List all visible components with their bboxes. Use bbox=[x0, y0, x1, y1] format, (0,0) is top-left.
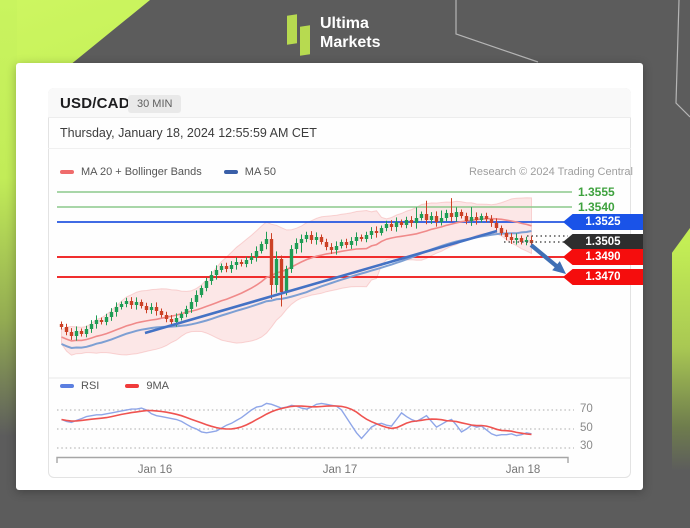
forecast-arrow-head-icon bbox=[552, 261, 566, 274]
price-badge-1-3505: 1.3505 bbox=[563, 234, 643, 250]
price-level-label-1-3540: 1.3540 bbox=[578, 200, 615, 214]
price-chart-canvas bbox=[49, 191, 630, 463]
forecast-arrow bbox=[529, 243, 561, 270]
x-axis-label-jan16: Jan 16 bbox=[137, 464, 173, 476]
rsi-legend-label: RSI bbox=[81, 380, 100, 392]
price-badge-1-3490: 1.3490 bbox=[563, 249, 643, 265]
divider bbox=[48, 148, 631, 149]
logo-bar-icon bbox=[300, 25, 310, 56]
trendline bbox=[144, 229, 498, 335]
rsi-ma9-legend-label: 9MA bbox=[146, 380, 169, 392]
logo-text-line2: Markets bbox=[320, 34, 381, 51]
rsi-ma9-swatch-icon bbox=[125, 384, 140, 388]
logo-text-line1: Ultima bbox=[320, 15, 369, 32]
symbol-title: USD/CAD bbox=[60, 95, 130, 112]
rsi-line bbox=[61, 402, 532, 440]
research-attribution: Research © 2024 Trading Central bbox=[468, 166, 633, 178]
rsi-level-30: 30 bbox=[580, 440, 593, 452]
x-axis-label-jan17: Jan 17 bbox=[322, 464, 358, 476]
chart-timestamp: Thursday, January 18, 2024 12:55:59 AM C… bbox=[60, 126, 317, 140]
x-axis-label-jan18: Jan 18 bbox=[505, 464, 541, 476]
rsi-legend: RSI 9MA bbox=[60, 380, 169, 392]
candlestick-layer bbox=[59, 198, 534, 341]
ma20-bollinger-legend-label: MA 20 + Bollinger Bands bbox=[81, 166, 202, 178]
ma20-bollinger-swatch-icon bbox=[60, 170, 74, 174]
price-level-label-1-3555: 1.3555 bbox=[578, 185, 615, 199]
price-badge-1-3470: 1.3470 bbox=[563, 269, 643, 285]
lime-left-strip-decoration bbox=[0, 0, 17, 445]
lime-right-strip-decoration bbox=[672, 228, 690, 476]
main-chart-legend: MA 20 + Bollinger Bands MA 50 bbox=[60, 166, 276, 178]
rsi-swatch-icon bbox=[60, 384, 74, 388]
ma50-legend-label: MA 50 bbox=[244, 166, 276, 178]
x-axis-line bbox=[56, 456, 569, 463]
logo-bar-icon bbox=[287, 14, 297, 45]
price-badge-1-3525: 1.3525 bbox=[563, 214, 643, 230]
rsi-level-70: 70 bbox=[580, 403, 593, 415]
rsi-level-50: 50 bbox=[580, 422, 593, 434]
rsi-ma9-line bbox=[61, 405, 532, 436]
ultima-markets-logo: Ultima Markets bbox=[284, 12, 424, 56]
ma20-line bbox=[61, 217, 532, 342]
timeframe-badge: 30 MIN bbox=[128, 95, 182, 113]
ma50-swatch-icon bbox=[223, 170, 238, 174]
